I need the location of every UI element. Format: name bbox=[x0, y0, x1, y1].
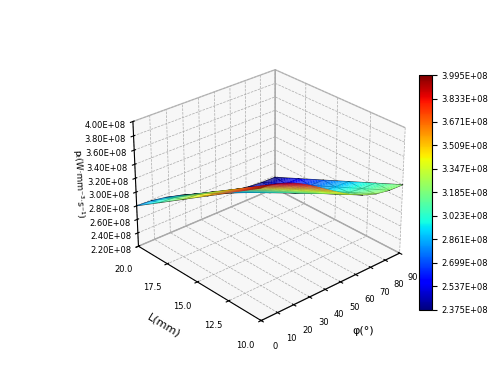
X-axis label: φ(°): φ(°) bbox=[352, 326, 374, 336]
Y-axis label: L(mm): L(mm) bbox=[146, 312, 182, 339]
